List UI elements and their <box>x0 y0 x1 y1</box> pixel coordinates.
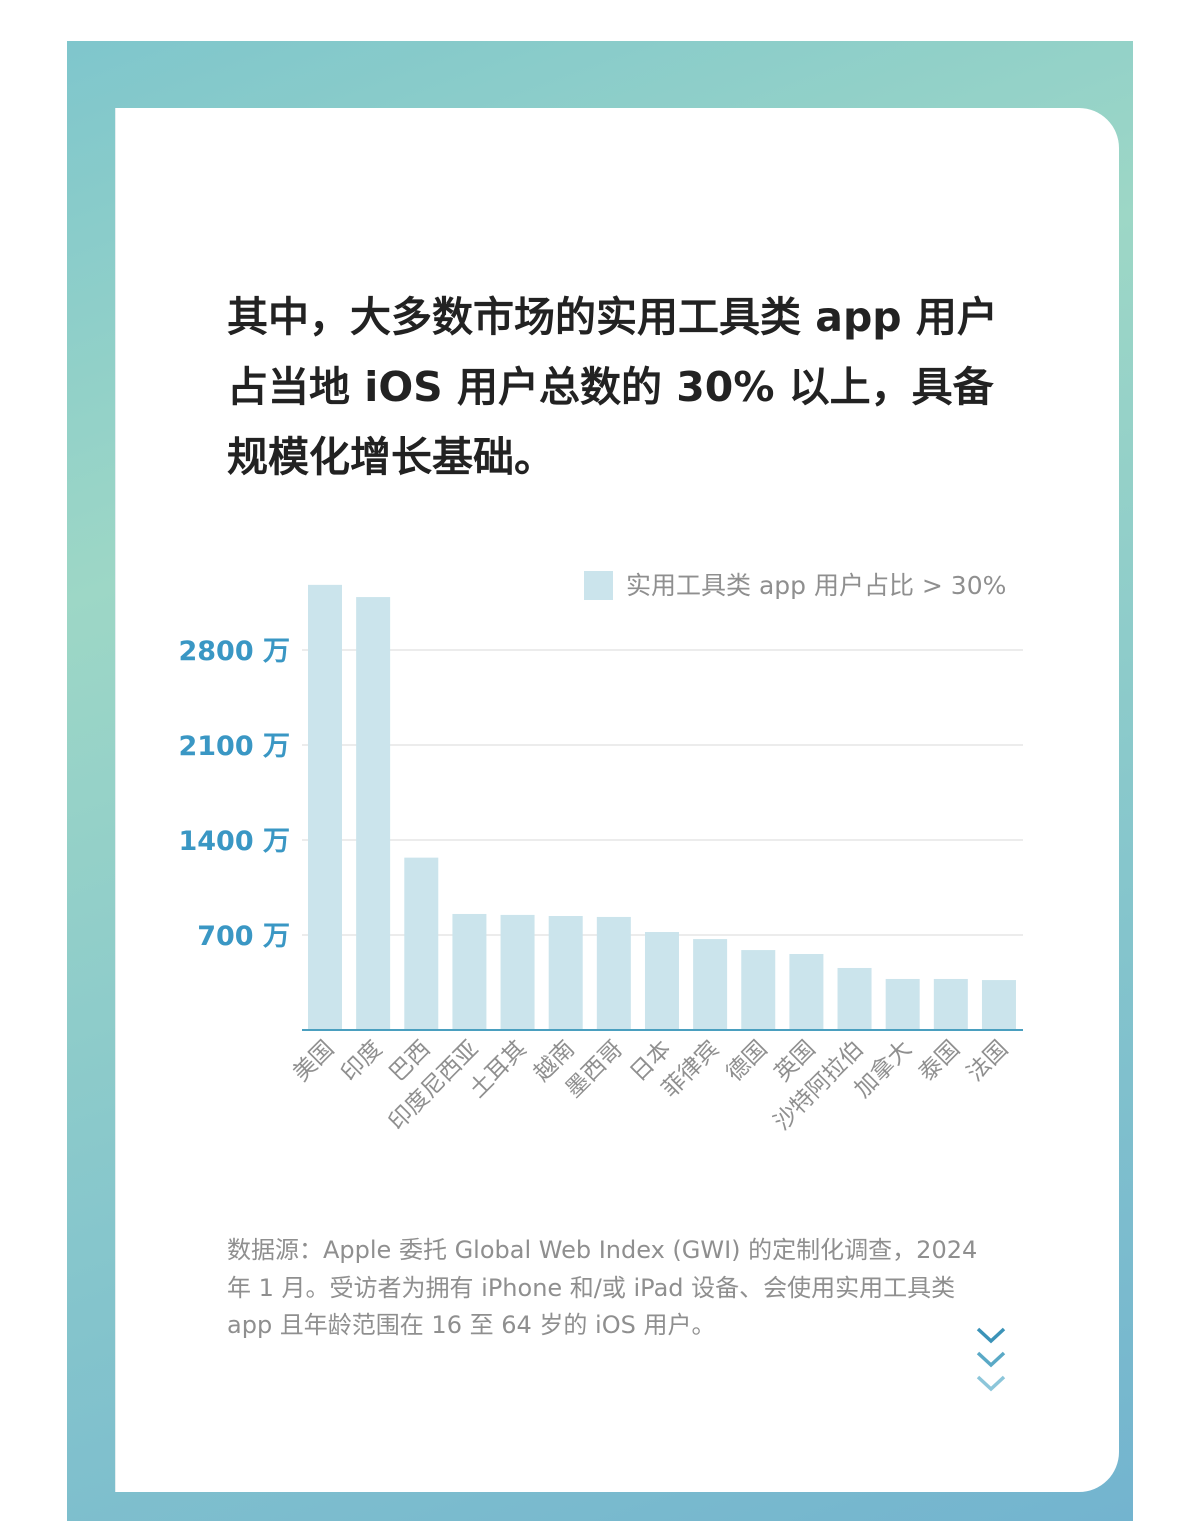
bar-越南 <box>548 916 583 1030</box>
bar-法国 <box>981 980 1016 1030</box>
legend-label: 实用工具类 app 用户占比 > 30% <box>626 571 1006 600</box>
content-card <box>115 108 1119 1492</box>
bar-日本 <box>644 932 679 1030</box>
bar-墨西哥 <box>596 916 631 1030</box>
x-tick-label: 德国 <box>722 1036 773 1087</box>
source-note: 数据源：Apple 委托 Global Web Index (GWI) 的定制化… <box>227 1236 978 1339</box>
bar-泰国 <box>933 978 968 1030</box>
bar-菲律宾 <box>693 939 728 1030</box>
x-tick-label: 法国 <box>962 1036 1013 1087</box>
x-tick-label: 泰国 <box>914 1036 965 1087</box>
bar-印度尼西亚 <box>452 913 487 1030</box>
legend-swatch <box>584 571 613 600</box>
bar-加拿大 <box>885 978 920 1030</box>
bar-德国 <box>741 950 776 1030</box>
bar-印度 <box>356 597 391 1030</box>
headline: 其中，大多数市场的实用工具类 app 用户占当地 iOS 用户总数的 30% 以… <box>227 293 998 481</box>
bar-美国 <box>308 584 342 1030</box>
y-tick-label: 700 万 <box>197 921 290 952</box>
bar-土耳其 <box>500 914 535 1030</box>
y-tick-label: 2800 万 <box>178 636 290 667</box>
y-tick-label: 1400 万 <box>178 826 290 857</box>
bar-英国 <box>789 954 824 1030</box>
bar-巴西 <box>404 857 439 1030</box>
y-tick-label: 2100 万 <box>178 731 290 762</box>
x-tick-label: 印度 <box>336 1036 387 1087</box>
x-tick-label: 美国 <box>288 1036 339 1087</box>
bar-沙特阿拉伯 <box>837 967 872 1030</box>
